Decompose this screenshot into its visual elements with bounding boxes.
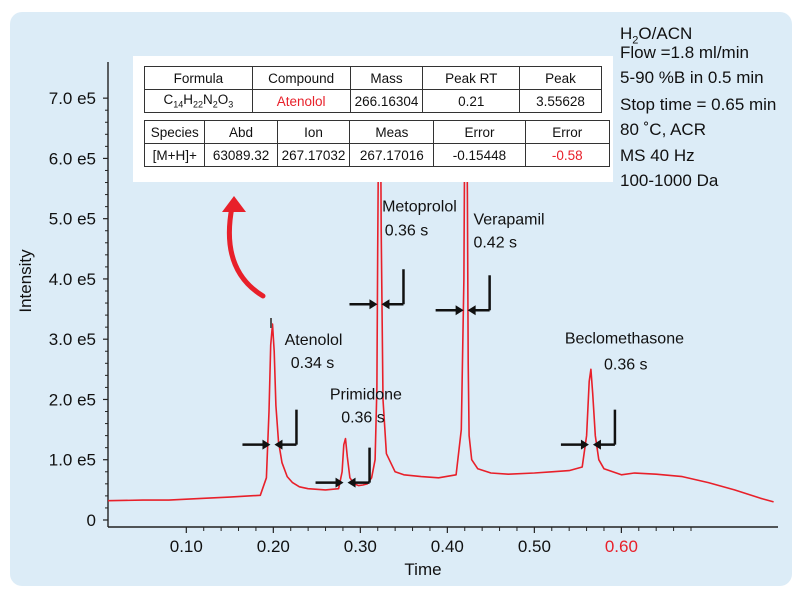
cell-error-2: -0.58 (524, 143, 611, 167)
x-tick-label: 0.30 (344, 537, 377, 556)
y-tick-label: 5.0 e5 (49, 210, 96, 229)
peak-annotation: Beclomethasone (565, 330, 684, 347)
width-arrow-left-head (580, 439, 589, 450)
species-table: Species Abd Ion Meas Error Error [M+H]+ … (143, 120, 611, 167)
cell-meas: 267.17016 (349, 143, 435, 167)
condition-gradient: 5-90 %B in 0.5 min (620, 68, 764, 87)
header-error-2: Error (524, 120, 611, 144)
peak-width-marker (315, 447, 371, 488)
peak-annotation: 0.34 s (291, 355, 335, 372)
peak-width-marker (242, 409, 298, 450)
compound-table: Formula Compound Mass Peak RT Peak C14H2… (144, 66, 602, 113)
peak-annotation: 0.36 s (341, 409, 385, 426)
peak-annotation: Verapamil (473, 212, 544, 229)
condition-flow: Flow =1.8 ml/min (620, 43, 749, 62)
width-arrow-left-head (369, 299, 378, 310)
width-arrow-right-head (347, 477, 356, 488)
peak-annotation: Metoprolol (382, 198, 457, 215)
condition-stop-time: Stop time = 0.65 min (620, 95, 777, 114)
width-arrow-right-head (274, 439, 283, 450)
cell-peak: 3.55628 (519, 89, 602, 113)
red-arrow-head (222, 196, 246, 212)
cell-abd: 63089.32 (204, 143, 278, 167)
y-tick-label: 3.0 e5 (49, 330, 96, 349)
header-peak: Peak (519, 66, 602, 90)
peak-width-marker (435, 275, 491, 316)
condition-solvent: H2O/ACN (620, 24, 693, 47)
y-tick-label: 0 (87, 511, 96, 530)
cell-species: [M+H]+ (143, 143, 206, 167)
peak-annotation: 0.36 s (385, 223, 429, 240)
chromatogram-line (107, 70, 774, 503)
cell-mass: 266.16304 (349, 89, 424, 113)
header-error-1: Error (433, 120, 526, 144)
table-row: [M+H]+ 63089.32 267.17032 267.17016 -0.1… (143, 143, 611, 167)
peak-width-marker (560, 409, 617, 450)
y-tick-label: 4.0 e5 (49, 270, 96, 289)
table-row: C14H22N2O3 Atenolol 266.16304 0.21 3.556… (144, 89, 602, 113)
width-arrow-right-head (381, 299, 390, 310)
x-tick-label: 0.60 (605, 537, 638, 556)
header-meas: Meas (349, 120, 435, 144)
compound-info-table: Formula Compound Mass Peak RT Peak C14H2… (133, 56, 613, 182)
peak-annotation: 0.42 s (473, 235, 517, 252)
x-axis-label: Time (404, 560, 441, 579)
peak-annotation: 0.36 s (604, 356, 648, 373)
cell-ion: 267.17032 (276, 143, 351, 167)
red-curved-arrow (226, 204, 266, 299)
width-arrow-left-head (335, 477, 344, 488)
condition-temperature: 80 ˚C, ACR (620, 120, 706, 139)
width-arrow-right-head (467, 305, 476, 316)
cell-formula: C14H22N2O3 (144, 89, 253, 113)
x-tick-label: 0.50 (518, 537, 551, 556)
peak-width-marker (349, 269, 405, 310)
x-tick-label: 0.40 (431, 537, 464, 556)
header-ion: Ion (276, 120, 351, 144)
width-arrow-left-head (455, 305, 464, 316)
y-axis-label: Intensity (16, 249, 35, 313)
peak-annotation: Atenolol (285, 332, 343, 349)
y-tick-label: 6.0 e5 (49, 149, 96, 168)
y-tick-label: 1.0 e5 (49, 451, 96, 470)
condition-mass-range: 100-1000 Da (620, 171, 719, 190)
peak-annotation: Primidone (330, 386, 402, 403)
header-species: Species (143, 120, 206, 144)
cell-compound: Atenolol (251, 89, 351, 113)
y-tick-label: 2.0 e5 (49, 390, 96, 409)
cell-error-1: -0.15448 (433, 143, 526, 167)
x-tick-label: 0.20 (257, 537, 290, 556)
cell-peak-rt: 0.21 (422, 89, 521, 113)
width-arrow-right-head (592, 439, 601, 450)
header-compound: Compound (251, 66, 351, 90)
header-mass: Mass (349, 66, 424, 90)
header-peak-rt: Peak RT (422, 66, 521, 90)
header-formula: Formula (144, 66, 253, 90)
table-header-row: Species Abd Ion Meas Error Error (143, 120, 611, 144)
width-arrow-left-head (262, 439, 271, 450)
y-tick-label: 7.0 e5 (49, 89, 96, 108)
table-header-row: Formula Compound Mass Peak RT Peak (144, 66, 602, 90)
condition-ms-rate: MS 40 Hz (620, 146, 695, 165)
header-abd: Abd (204, 120, 278, 144)
x-tick-label: 0.10 (170, 537, 203, 556)
